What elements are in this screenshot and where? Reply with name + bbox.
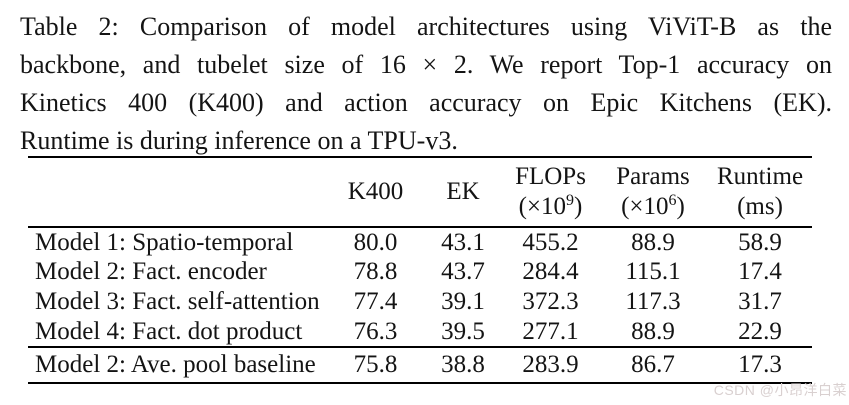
baseline-row: Model 2: Ave. pool baseline 75.8 38.8 28… — [28, 347, 812, 383]
params-value: 115.1 — [625, 258, 681, 285]
params-value: 88.9 — [631, 317, 675, 345]
params-value: 117.3 — [625, 288, 681, 315]
ek-value: 43.1 — [441, 228, 485, 256]
flops-header-name: FLOPs — [515, 163, 586, 190]
params-header-name: Params — [616, 163, 690, 190]
table-body: Model 1: Spatio-temporal 80.0 43.1 455.2… — [28, 227, 812, 347]
model-label: Model 2: Ave. pool baseline — [35, 351, 316, 378]
k400-value: 78.8 — [353, 258, 398, 285]
runtime-header-unit: (ms) — [737, 193, 783, 220]
model-label: Model 3: Fact. self-attention — [35, 288, 320, 315]
ek-value: 38.8 — [441, 351, 485, 378]
column-header-params: Params (×106) — [598, 157, 708, 227]
flops-header-unit: (×109) — [518, 192, 583, 220]
flops-value: 372.3 — [522, 288, 579, 315]
ek-value: 39.1 — [441, 288, 485, 315]
results-table: K400 EK FLOPs (×109) Params (×106) Runti… — [28, 156, 812, 384]
csdn-watermark: CSDN @小昂洋白菜 — [713, 382, 847, 398]
column-header-runtime: Runtime (ms) — [708, 157, 812, 227]
runtime-value: 17.4 — [738, 258, 782, 285]
table-row: Model 3: Fact. self-attention 77.4 39.1 … — [28, 287, 812, 317]
table-row: Model 4: Fact. dot product 76.3 39.5 277… — [28, 317, 812, 347]
column-header-k400: K400 — [347, 178, 404, 205]
k400-value: 76.3 — [353, 317, 398, 345]
k400-value: 77.4 — [353, 288, 398, 315]
runtime-value: 58.9 — [738, 228, 782, 256]
caption-line-3: Kinetics 400 (K400) and action accuracy … — [20, 88, 832, 117]
runtime-value: 17.3 — [738, 351, 782, 378]
flops-value: 283.9 — [522, 351, 579, 378]
ek-value: 39.5 — [441, 317, 485, 345]
header-row: K400 EK FLOPs (×109) Params (×106) Runti… — [28, 157, 812, 227]
params-header-unit: (×106) — [621, 192, 685, 220]
table-caption: Table 2: Comparison of model architectur… — [20, 8, 832, 160]
ek-value: 43.7 — [441, 258, 485, 285]
table-row: Model 1: Spatio-temporal 80.0 43.1 455.2… — [28, 227, 812, 257]
column-header-ek: EK — [446, 178, 480, 205]
table-header: K400 EK FLOPs (×109) Params (×106) Runti… — [28, 157, 812, 227]
model-label: Model 2: Fact. encoder — [35, 258, 267, 285]
column-header-model — [28, 157, 328, 227]
params-value: 86.7 — [631, 351, 675, 378]
model-label: Model 4: Fact. dot product — [35, 317, 303, 345]
model-label: Model 1: Spatio-temporal — [35, 228, 294, 256]
caption-line-1: Table 2: Comparison of model architectur… — [20, 12, 832, 41]
k400-value: 75.8 — [353, 351, 398, 378]
baseline-section: Model 2: Ave. pool baseline 75.8 38.8 28… — [28, 347, 812, 383]
runtime-value: 31.7 — [738, 288, 782, 315]
flops-value: 455.2 — [522, 228, 579, 256]
runtime-value: 22.9 — [738, 317, 782, 345]
column-header-flops: FLOPs (×109) — [503, 157, 598, 227]
runtime-header-name: Runtime — [716, 163, 804, 190]
caption-line-4: Runtime is during inference on a TPU-v3. — [20, 126, 458, 155]
flops-value: 284.4 — [522, 258, 579, 285]
caption-line-2: backbone, and tubelet size of 16 × 2. We… — [20, 50, 832, 79]
table-row: Model 2: Fact. encoder 78.8 43.7 284.4 1… — [28, 257, 812, 287]
k400-value: 80.0 — [353, 228, 398, 256]
params-value: 88.9 — [631, 228, 675, 256]
flops-value: 277.1 — [522, 317, 579, 345]
